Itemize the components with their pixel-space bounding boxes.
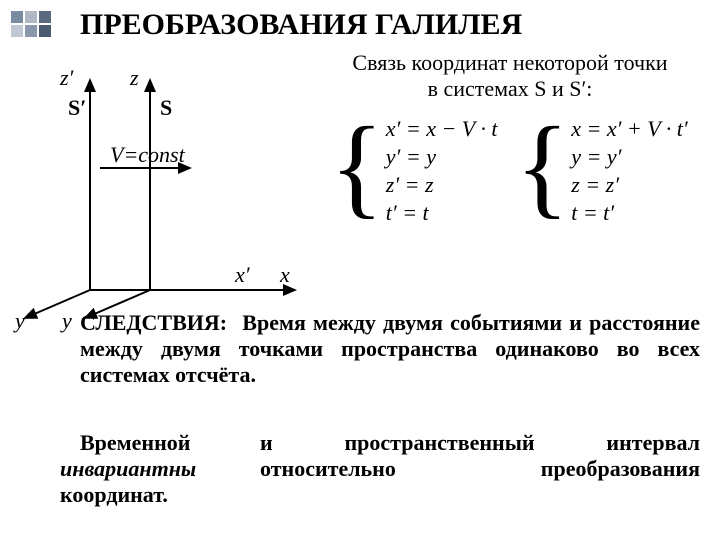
label-z-prime: z′ (60, 65, 73, 91)
label-z: z (130, 65, 139, 91)
eq-right-4: t = t′ (571, 200, 688, 226)
consequences-paragraph: СЛЕДСТВИЯ: Время между двумя событиями и… (80, 310, 700, 388)
body2-l1: Временной (80, 430, 190, 455)
body2-r2: относительно преобразования (260, 456, 700, 481)
page-title: ПРЕОБРАЗОВАНИЯ ГАЛИЛЕЯ (80, 8, 522, 42)
eq-left-1: x′ = x − V · t (386, 116, 498, 142)
equations-right: { x = x′ + V · t′ y = y′ z = z′ t = t′ (515, 115, 687, 227)
label-x-prime: x′ (235, 262, 250, 288)
brace-icon: { (330, 111, 384, 223)
body2-l2: инвариантны (60, 456, 196, 481)
equations: { x′ = x − V · t y′ = y z′ = z t′ = t { … (330, 115, 688, 227)
brace-icon: { (515, 111, 569, 223)
label-y-prime: y′ (15, 308, 30, 334)
invariance-paragraph: Временной инвариантны координат. и прост… (60, 430, 700, 508)
subtitle-line2: в системах S и S′: (320, 76, 700, 102)
label-x: x (280, 262, 290, 288)
subtitle-line1: Связь координат некоторой точки (320, 50, 700, 76)
equations-left: { x′ = x − V · t y′ = y z′ = z t′ = t (330, 115, 497, 227)
label-v-const: V=const (110, 142, 185, 168)
eq-left-3: z′ = z (386, 172, 498, 198)
label-s-prime: S′ (68, 95, 86, 121)
eq-right-3: z = z′ (571, 172, 688, 198)
eq-left-2: y′ = y (386, 144, 498, 170)
label-y: y (62, 308, 72, 334)
subtitle: Связь координат некоторой точки в систем… (320, 50, 700, 102)
eq-right-2: y = y′ (571, 144, 688, 170)
decorative-squares (10, 10, 58, 38)
body2-r1: и пространственный интервал (260, 430, 700, 455)
eq-left-4: t′ = t (386, 200, 498, 226)
label-s: S (160, 95, 172, 121)
consequences-lead: СЛЕДСТВИЯ: (80, 310, 227, 335)
eq-right-1: x = x′ + V · t′ (571, 116, 688, 142)
body2-l3: координат. (60, 482, 168, 507)
